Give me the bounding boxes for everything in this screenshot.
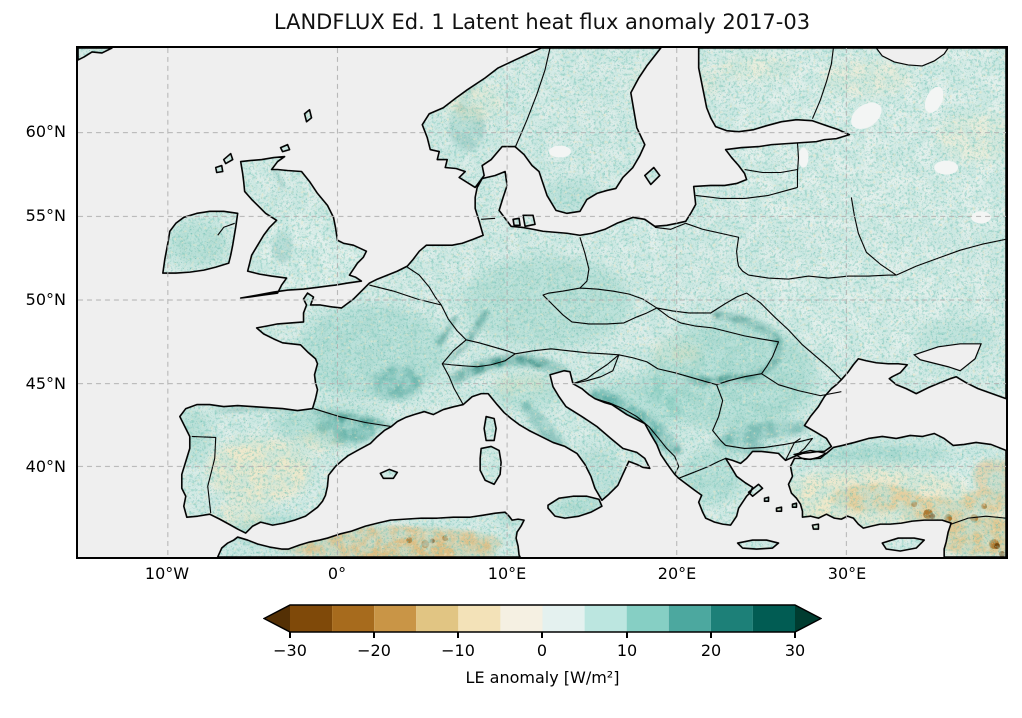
graticule-gridlines (78, 48, 1006, 557)
lat-tick-label-40n: 40°N (25, 457, 66, 476)
colorbar-over-arrow (795, 605, 821, 632)
colorbar-segment (542, 605, 585, 632)
colorbar-tick-label: −20 (357, 641, 391, 660)
colorbar-tick (373, 632, 375, 638)
lon-tick-label-10e: 10°E (487, 564, 527, 583)
lat-tick-label-55n: 55°N (25, 206, 66, 225)
colorbar-segment (752, 605, 796, 632)
colorbar-under-arrow (264, 605, 290, 632)
lat-tick-label-50n: 50°N (25, 290, 66, 309)
colorbar-tick (289, 632, 291, 638)
country-borders (191, 48, 1006, 525)
colorbar-tick-label: −10 (441, 641, 475, 660)
colorbar-segment (500, 605, 543, 632)
lon-tick-label-0: 0° (327, 564, 347, 583)
colorbar-tick-label: 30 (784, 641, 806, 660)
colorbar-tick-label: 10 (616, 641, 638, 660)
map-plot-area (76, 46, 1008, 559)
lon-tick-label-10w: 10°W (144, 564, 190, 583)
colorbar-segment (332, 605, 375, 632)
colorbar-tick-label: 0 (536, 641, 548, 660)
colorbar-segment (584, 605, 627, 632)
colorbar-tick-label: −30 (273, 641, 307, 660)
lakes (548, 86, 992, 224)
colorbar-tick (794, 632, 796, 638)
colorbar-segments (264, 605, 821, 632)
colorbar-segment (374, 605, 417, 632)
colorbar-tick (457, 632, 459, 638)
lon-tick-label-30e: 30°E (827, 564, 867, 583)
colorbar-segment (626, 605, 669, 632)
colorbar-segment (416, 605, 459, 632)
europe-map-svg (78, 48, 1006, 557)
colorbar-tick-label: 20 (700, 641, 722, 660)
colorbar-tick (541, 632, 543, 638)
colorbar-segment (710, 605, 753, 632)
colorbar-label: LE anomaly [W/m²] (465, 668, 620, 687)
colorbar-tick (710, 632, 712, 638)
colorbar-tick (626, 632, 628, 638)
lon-tick-label-20e: 20°E (657, 564, 697, 583)
colorbar (263, 604, 822, 633)
lat-tick-label-60n: 60°N (25, 122, 66, 141)
colorbar-segment (290, 605, 333, 632)
colorbar-segment (458, 605, 501, 632)
plot-title: LANDFLUX Ed. 1 Latent heat flux anomaly … (273, 10, 811, 34)
colorbar-segment (668, 605, 711, 632)
lat-tick-label-45n: 45°N (25, 374, 66, 393)
